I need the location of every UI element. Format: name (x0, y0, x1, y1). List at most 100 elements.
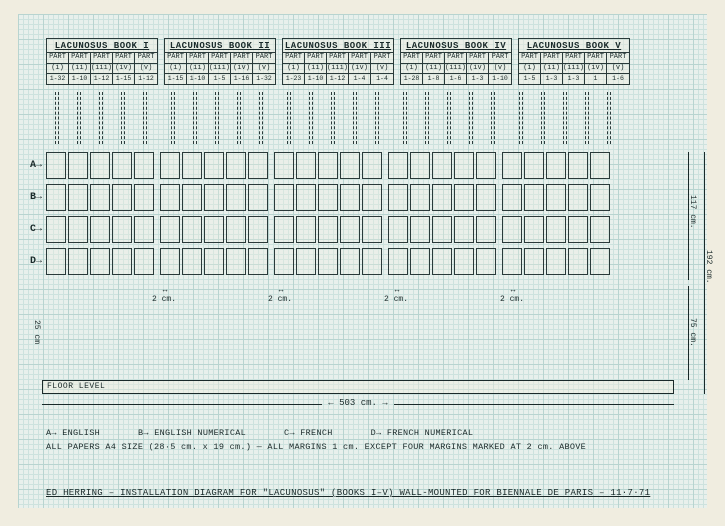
sheet-rect (46, 216, 66, 243)
part-cell: PART(iv)1-15 (113, 53, 135, 84)
sheet-rect (296, 152, 316, 179)
dash-column (250, 92, 272, 144)
sheet-rect (274, 184, 294, 211)
sheet-rect (134, 184, 154, 211)
dash-column (576, 92, 598, 144)
sheet-rect (432, 216, 452, 243)
sheet-rect (160, 152, 180, 179)
row-label-d: D→ (30, 256, 42, 267)
book-title: LACUNOSUS BOOK V (519, 39, 629, 53)
gap-label-4: ↔2 cm. (500, 286, 524, 304)
part-cell: PART(i)1-23 (283, 53, 305, 84)
sheet-rect (68, 152, 88, 179)
dash-column (510, 92, 532, 144)
sheet-rect (204, 184, 224, 211)
book-header: LACUNOSUS BOOK VPART(i)1-5PART(ii)1-3PAR… (518, 38, 630, 85)
part-cell: PART(ii)1-10 (187, 53, 209, 84)
sheet-rect (296, 216, 316, 243)
sheet-rect (160, 216, 180, 243)
grid-row (46, 216, 610, 243)
sheet-rect (410, 184, 430, 211)
sheet-rect (546, 248, 566, 275)
dash-column (554, 92, 576, 144)
sheet-rect (476, 248, 496, 275)
sheet-rect (454, 184, 474, 211)
sheet-rect (68, 216, 88, 243)
sheet-rect (362, 152, 382, 179)
sheet-rect (340, 248, 360, 275)
sheet-rect (568, 184, 588, 211)
part-cell: PART(iii)1-3 (563, 53, 585, 84)
part-cell: PART(iii)1-12 (91, 53, 113, 84)
sheet-rect (182, 248, 202, 275)
dim-192: 192 cm. (704, 250, 713, 284)
sheet-rect (160, 248, 180, 275)
sheet-rect (112, 184, 132, 211)
sheet-rect (226, 152, 246, 179)
part-cell: PART(iii)1-12 (327, 53, 349, 84)
sheet-grid (46, 152, 610, 275)
sheet-rect (318, 248, 338, 275)
dash-column (228, 92, 250, 144)
dim-75: 75 cm. (688, 318, 697, 347)
gap-label-1: ↔2 cm. (152, 286, 176, 304)
sheet-rect (112, 248, 132, 275)
sheet-rect (568, 152, 588, 179)
sheet-rect (476, 184, 496, 211)
sheet-rect (546, 216, 566, 243)
sheet-rect (432, 248, 452, 275)
sheet-rect (410, 216, 430, 243)
sheet-rect (340, 152, 360, 179)
legend-block: A→ ENGLISH B→ ENGLISH NUMERICAL C→ FRENC… (46, 426, 586, 455)
book-title: LACUNOSUS BOOK I (47, 39, 157, 53)
sheet-rect (160, 184, 180, 211)
sheet-rect (226, 216, 246, 243)
book-title: LACUNOSUS BOOK IV (401, 39, 511, 53)
part-cell: PART(iv)1-16 (231, 53, 253, 84)
legend-b: B→ ENGLISH NUMERICAL (138, 426, 246, 440)
sheet-rect (454, 216, 474, 243)
total-width-dimension: ← 503 cm. → (42, 398, 674, 408)
sheet-rect (248, 216, 268, 243)
sheet-rect (274, 152, 294, 179)
sheet-rect (134, 216, 154, 243)
part-cell: PART(i)1-5 (519, 53, 541, 84)
sheet-rect (274, 248, 294, 275)
sheet-rect (502, 216, 522, 243)
sheet-rect (318, 152, 338, 179)
sheet-rect (182, 152, 202, 179)
sheet-rect (590, 248, 610, 275)
diagram-content: LACUNOSUS BOOK IPART(i)1-32PART(ii)1-10P… (0, 0, 725, 526)
sheet-rect (502, 248, 522, 275)
part-cell: PART(v)1-12 (135, 53, 157, 84)
part-cell: PART(v)1-6 (607, 53, 629, 84)
dashed-connectors (46, 92, 620, 144)
book-title: LACUNOSUS BOOK II (165, 39, 275, 53)
dash-column (366, 92, 388, 144)
dash-column (460, 92, 482, 144)
dash-column (532, 92, 554, 144)
gap-label-3: ↔2 cm. (384, 286, 408, 304)
sheet-rect (524, 184, 544, 211)
sheet-rect (204, 216, 224, 243)
sheet-rect (524, 152, 544, 179)
book-header: LACUNOSUS BOOK IVPART(i)1-28PART(ii)1-8P… (400, 38, 512, 85)
sheet-rect (182, 216, 202, 243)
dash-column (278, 92, 300, 144)
sheet-rect (568, 216, 588, 243)
dash-column (416, 92, 438, 144)
legend-note: ALL PAPERS A4 SIZE (28·5 cm. x 19 cm.) —… (46, 440, 586, 454)
part-cell: PART(v)1-4 (371, 53, 393, 84)
sheet-rect (90, 184, 110, 211)
floor-level-bar: FLOOR LEVEL (42, 380, 674, 394)
sheet-rect (134, 248, 154, 275)
grid-row (46, 184, 610, 211)
sheet-rect (340, 184, 360, 211)
sheet-rect (248, 248, 268, 275)
sheet-rect (432, 152, 452, 179)
dash-column (344, 92, 366, 144)
dash-column (90, 92, 112, 144)
grid-row (46, 152, 610, 179)
book-header: LACUNOSUS BOOK IPART(i)1-32PART(ii)1-10P… (46, 38, 158, 85)
dash-column (112, 92, 134, 144)
